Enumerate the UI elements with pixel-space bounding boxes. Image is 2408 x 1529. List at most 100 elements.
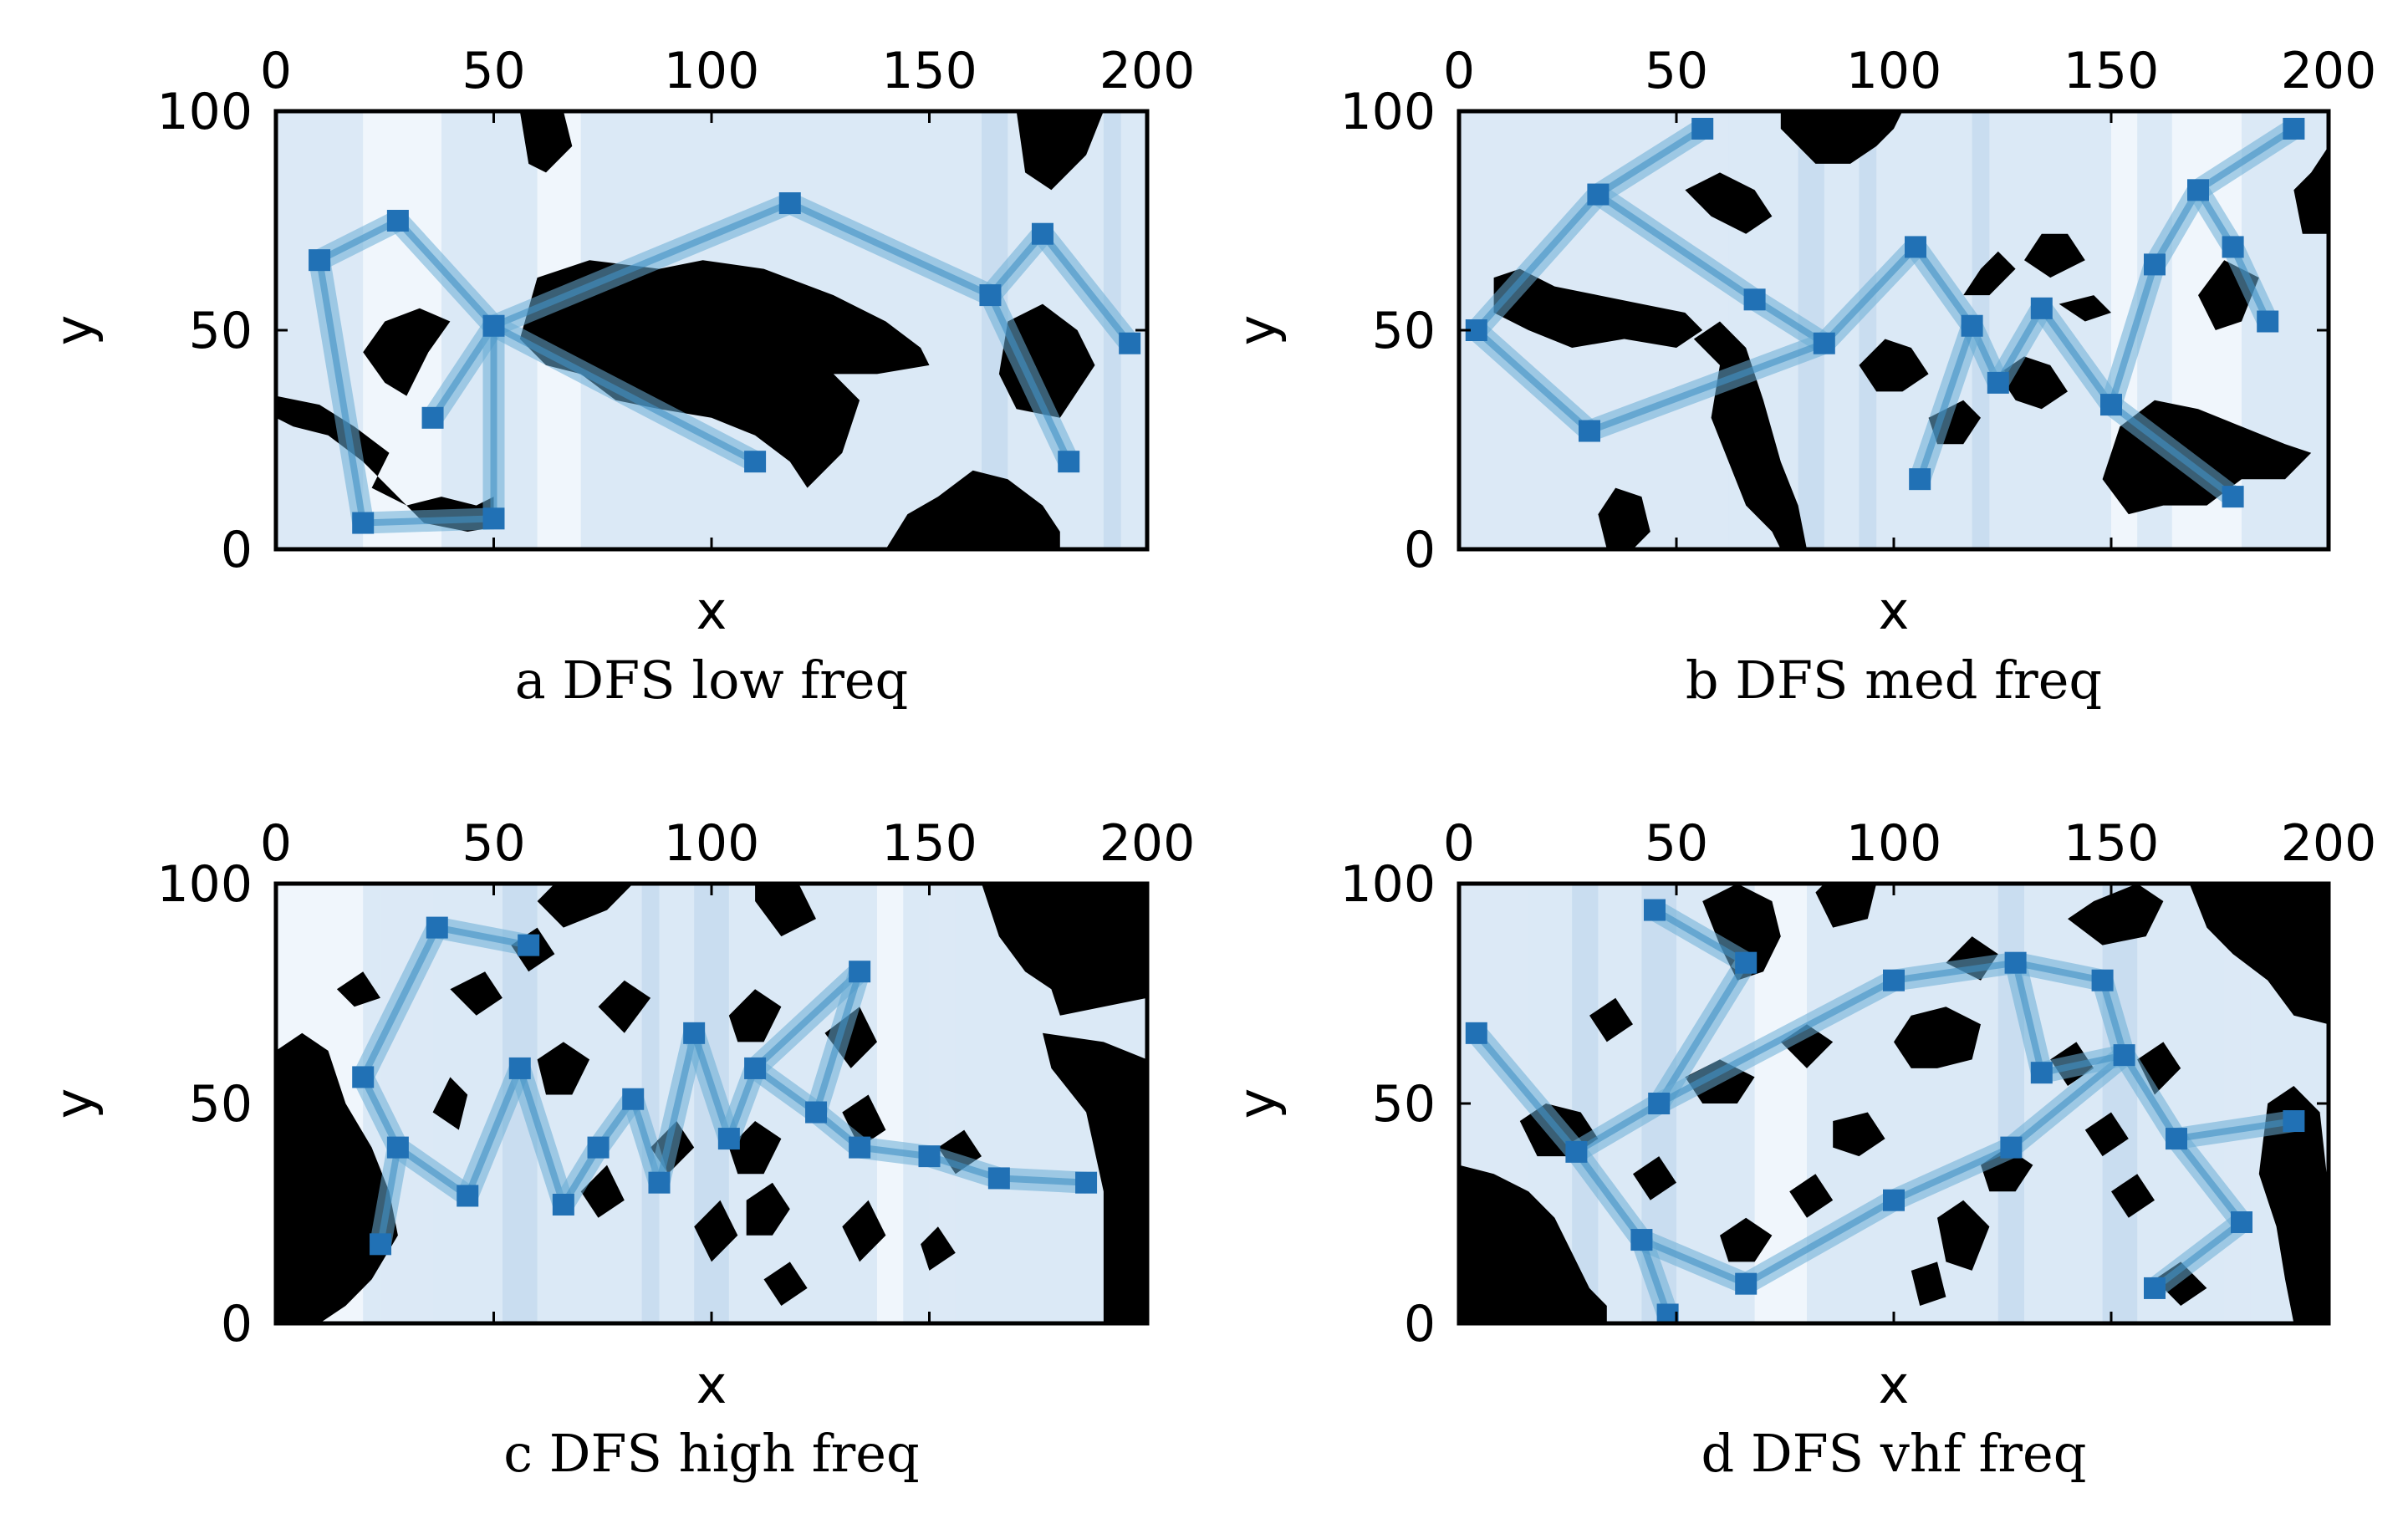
node-point bbox=[2166, 1128, 2187, 1150]
path-edge-core bbox=[788, 200, 992, 298]
node-point bbox=[2100, 394, 2122, 416]
obstacle bbox=[519, 111, 573, 173]
path-edge-core bbox=[318, 217, 400, 263]
obstacle bbox=[2024, 233, 2085, 278]
shade-band bbox=[1572, 884, 1599, 1323]
node-point bbox=[849, 1136, 871, 1159]
path-edge-core bbox=[1473, 1031, 1579, 1154]
path-edge-core bbox=[464, 1067, 523, 1197]
x-tick-label: 100 bbox=[1846, 42, 1942, 100]
obstacle bbox=[1859, 339, 1929, 392]
path-edge-core bbox=[813, 971, 863, 1114]
node-point bbox=[2187, 179, 2209, 201]
node-point bbox=[1465, 1022, 1487, 1044]
node-point bbox=[518, 934, 540, 956]
node-point bbox=[1119, 332, 1141, 354]
x-tick-label: 150 bbox=[881, 814, 977, 873]
x-tick-label: 150 bbox=[2064, 814, 2160, 873]
path-edge-core bbox=[859, 1144, 931, 1160]
node-point bbox=[1075, 1171, 1098, 1194]
node-point bbox=[309, 249, 331, 272]
node-point bbox=[1743, 288, 1766, 311]
path-edge-core bbox=[1652, 907, 1748, 966]
obstacle bbox=[2137, 1042, 2181, 1095]
node-point bbox=[622, 1088, 645, 1110]
path-edge-core bbox=[1995, 306, 2045, 385]
node-point bbox=[2000, 1136, 2023, 1159]
path-edge-core bbox=[1640, 1236, 1747, 1287]
node-point bbox=[457, 1185, 479, 1207]
x-tick-label: 200 bbox=[1099, 814, 1196, 873]
path-edge-core bbox=[2008, 1052, 2127, 1150]
path-edge-core bbox=[492, 323, 757, 465]
panel-c: 0 50 100 150 200 0 50 100 x y c DFS high freq bbox=[43, 814, 1195, 1484]
path-edge-core bbox=[752, 969, 862, 1071]
x-tick-label: 0 bbox=[1443, 814, 1475, 873]
shade-band bbox=[1997, 884, 2024, 1323]
obstacle bbox=[1702, 884, 1781, 981]
panel-a: 0 50 100 150 200 0 50 100 x y a DFS low freq bbox=[43, 42, 1195, 711]
node-point bbox=[2144, 1277, 2166, 1299]
path-edge-core bbox=[928, 1153, 1001, 1182]
y-axis-label: y bbox=[43, 1088, 105, 1119]
obstacle bbox=[1493, 268, 1703, 348]
obstacle bbox=[1633, 1156, 1676, 1200]
node-point bbox=[2030, 1062, 2053, 1084]
obstacle bbox=[1016, 111, 1104, 191]
obstacle bbox=[1789, 1174, 1834, 1218]
node-point bbox=[482, 314, 505, 337]
shade-band bbox=[1859, 111, 1877, 549]
obstacle bbox=[746, 1182, 790, 1236]
x-tick-label: 100 bbox=[664, 42, 760, 100]
x-tick-label: 100 bbox=[1846, 814, 1942, 873]
node-point bbox=[2283, 117, 2305, 140]
obstacle bbox=[2258, 1086, 2329, 1323]
node-point bbox=[508, 1057, 531, 1079]
obstacle bbox=[1589, 997, 1633, 1042]
path-edge-core bbox=[1596, 125, 1705, 197]
y-tick-label: 0 bbox=[1404, 521, 1436, 579]
path-edge-core bbox=[1656, 961, 1749, 1106]
path-edge-core bbox=[987, 293, 1072, 463]
node-point bbox=[778, 192, 801, 215]
obstacle bbox=[824, 1007, 877, 1068]
obstacle bbox=[276, 1032, 398, 1323]
obstacle bbox=[537, 1042, 590, 1095]
obstacle bbox=[1815, 884, 1877, 928]
node-point bbox=[1691, 117, 1714, 140]
node-point bbox=[717, 1128, 740, 1150]
obstacle bbox=[728, 989, 782, 1042]
node-point bbox=[1031, 222, 1054, 245]
node-point bbox=[1961, 314, 1983, 337]
node-point bbox=[2113, 1044, 2135, 1067]
node-point bbox=[987, 1167, 1010, 1190]
node-point bbox=[482, 507, 505, 530]
x-tick-label: 50 bbox=[1645, 42, 1708, 100]
path-edge-core bbox=[2121, 1053, 2180, 1141]
x-tick-label: 200 bbox=[2281, 42, 2377, 100]
path-edge-core bbox=[436, 924, 529, 949]
obstacle bbox=[2189, 884, 2329, 1025]
node-point bbox=[552, 1193, 574, 1216]
x-axis-label: x bbox=[1879, 1354, 1910, 1415]
y-tick-label: 0 bbox=[221, 521, 253, 579]
node-point bbox=[426, 916, 448, 939]
y-tick-label: 50 bbox=[189, 302, 253, 360]
panel-d: 0 50 100 150 200 0 50 100 x y d DFS vhf freq bbox=[1227, 814, 2376, 1484]
path-edge-core bbox=[1892, 1144, 2013, 1204]
obstacle bbox=[1833, 1112, 1885, 1157]
node-point bbox=[2144, 253, 2166, 276]
node-point bbox=[849, 961, 871, 983]
node-point bbox=[1656, 1303, 1679, 1323]
path-edge-core bbox=[1657, 977, 1895, 1107]
y-axis-label: y bbox=[1227, 1088, 1288, 1119]
y-tick-label: 50 bbox=[189, 1075, 253, 1134]
path-edge-core bbox=[1574, 1100, 1661, 1155]
node-point bbox=[587, 1136, 610, 1159]
path-edge-core bbox=[691, 1032, 732, 1140]
x-tick-label: 0 bbox=[1443, 42, 1475, 100]
node-point bbox=[1579, 420, 1600, 442]
obstacle bbox=[432, 1077, 468, 1130]
plot-area bbox=[276, 111, 1147, 549]
obstacle bbox=[885, 470, 1060, 549]
